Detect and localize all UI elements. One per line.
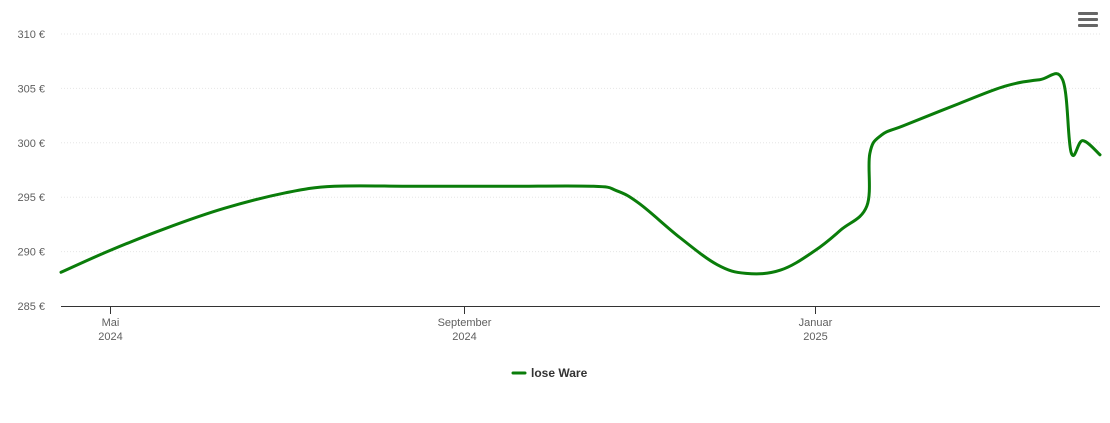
hamburger-menu-icon[interactable]	[1078, 12, 1098, 30]
series-layer	[59, 72, 1102, 276]
x-tick-label: Januar 2025	[799, 317, 833, 343]
x-tick-label: September 2024	[438, 317, 492, 343]
legend[interactable]: lose Ware	[511, 366, 588, 380]
x-axis: Mai 2024 September 2024 Januar 2025	[98, 306, 833, 343]
x-tick-label: Mai 2024	[98, 317, 122, 343]
y-tick-label: 295 €	[17, 192, 45, 204]
legend-label-lose-ware[interactable]: lose Ware	[531, 366, 588, 380]
menu-bar	[1078, 24, 1098, 27]
y-tick-label: 305 €	[17, 83, 45, 95]
y-tick-label: 285 €	[17, 301, 45, 313]
y-tick-label: 310 €	[17, 29, 45, 41]
series-line-lose-ware[interactable]	[59, 72, 1102, 276]
y-tick-label: 290 €	[17, 247, 45, 259]
grid-lines	[61, 33, 1100, 253]
menu-bar	[1078, 12, 1098, 15]
y-axis: 285 € 290 € 295 € 300 € 305 € 310 €	[17, 29, 45, 313]
menu-bar	[1078, 18, 1098, 21]
y-tick-label: 300 €	[17, 138, 45, 150]
